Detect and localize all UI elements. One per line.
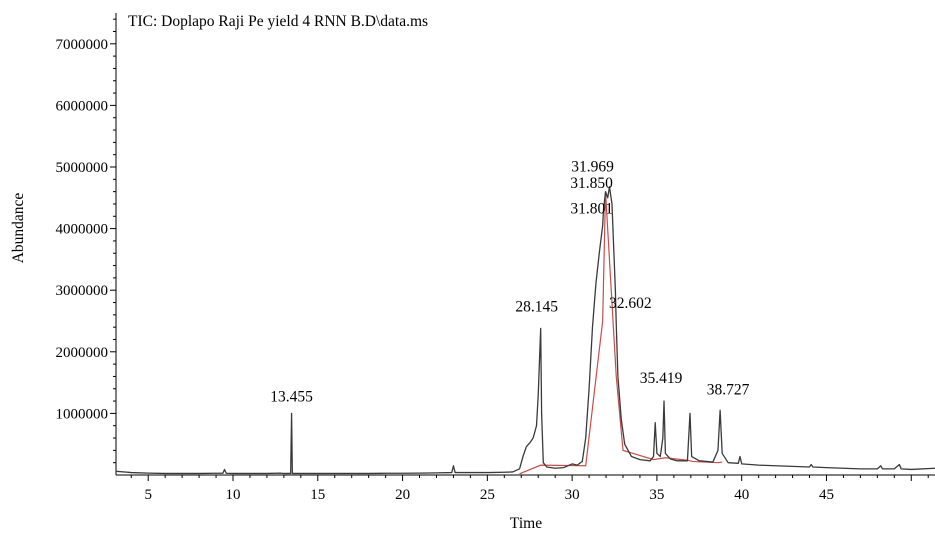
- x-tick-label: 10: [226, 487, 241, 503]
- y-tick-label: 2000000: [56, 345, 109, 361]
- x-tick-label: 40: [734, 487, 749, 503]
- peak-label: 31.969: [571, 159, 614, 176]
- tic-trace: [115, 186, 935, 475]
- y-axis-title: Abundance: [10, 193, 27, 264]
- peak-label: 32.602: [609, 295, 652, 312]
- x-axis-title: Time: [510, 515, 542, 532]
- peak-label: 31.850: [570, 175, 613, 192]
- peak-label: 35.419: [640, 370, 683, 387]
- y-tick-label: 6000000: [56, 98, 109, 114]
- x-tick-label: 35: [649, 487, 664, 503]
- axes: [115, 13, 935, 476]
- peak-label: 13.455: [270, 388, 313, 405]
- peak-label: 28.145: [515, 298, 558, 315]
- y-tick-label: 4000000: [56, 222, 109, 238]
- y-tick-label: 3000000: [56, 283, 109, 299]
- chart-title: TIC: Doplapo Raji Pe yield 4 RNN B.D\dat…: [128, 13, 428, 30]
- y-tick-label: 7000000: [56, 37, 109, 53]
- x-tick-label: 20: [395, 487, 410, 503]
- x-tick-label: 30: [565, 487, 580, 503]
- integration-baseline: [519, 191, 723, 475]
- x-ticks: 5 10 15 20 25 30 35 40 45: [130, 475, 929, 503]
- x-tick-label: 45: [819, 487, 834, 503]
- x-tick-label: 25: [480, 487, 495, 503]
- y-tick-label: 5000000: [56, 160, 109, 176]
- y-tick-label: 1000000: [56, 406, 109, 422]
- peak-label: 31.801: [570, 201, 613, 218]
- y-ticks: 1000000 2000000 3000000 4000000 5000000 60000…: [56, 18, 116, 464]
- x-tick-label: 5: [144, 487, 152, 503]
- peak-label: 38.727: [707, 381, 750, 398]
- x-tick-label: 15: [310, 487, 325, 503]
